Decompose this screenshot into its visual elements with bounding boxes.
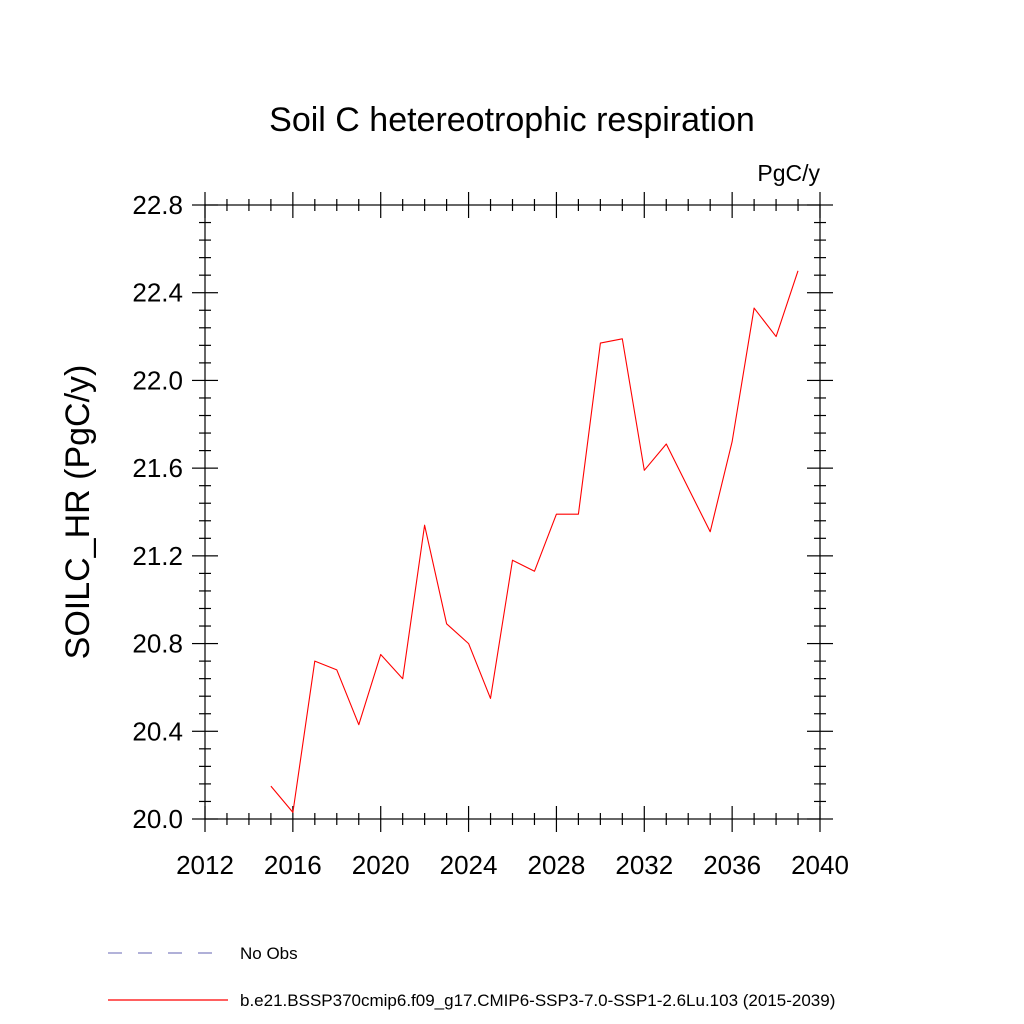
y-tick-label: 21.2 xyxy=(132,541,183,571)
series-layer xyxy=(270,270,799,813)
legend-label-model: b.e21.BSSP370cmip6.f09_g17.CMIP6-SSP3-7.… xyxy=(240,991,835,1010)
series-line xyxy=(270,270,799,813)
axis-ticks: 2012 2016 2020 2024 2028 2032 2036 2040 20.0 20.4… xyxy=(132,190,849,880)
y-tick-label: 20.4 xyxy=(132,716,183,746)
x-tick-label: 2028 xyxy=(528,850,586,880)
y-tick-label: 22.8 xyxy=(132,190,183,220)
legend-label-no-obs: No Obs xyxy=(240,944,298,963)
x-tick-label: 2024 xyxy=(440,850,498,880)
legend: No Obs b.e21.BSSP370cmip6.f09_g17.CMIP6-… xyxy=(108,944,835,1010)
y-tick-label: 21.6 xyxy=(132,453,183,483)
x-tick-label: 2020 xyxy=(352,850,410,880)
x-tick-label: 2032 xyxy=(615,850,673,880)
x-tick-label: 2012 xyxy=(176,850,234,880)
y-tick-label: 20.0 xyxy=(132,804,183,834)
x-tick-label: 2016 xyxy=(264,850,322,880)
plot-frame xyxy=(204,204,821,820)
y-tick-label: 22.4 xyxy=(132,278,183,308)
chart-title: Soil C hetereotrophic respiration xyxy=(269,101,755,139)
y-tick-label: 22.0 xyxy=(132,365,183,395)
y-tick-label: 20.8 xyxy=(132,629,183,659)
x-tick-label: 2040 xyxy=(791,850,849,880)
y-axis-label: SOILC_HR (PgC/y) xyxy=(59,365,97,660)
units-label: PgC/y xyxy=(757,160,820,186)
x-tick-label: 2036 xyxy=(703,850,761,880)
